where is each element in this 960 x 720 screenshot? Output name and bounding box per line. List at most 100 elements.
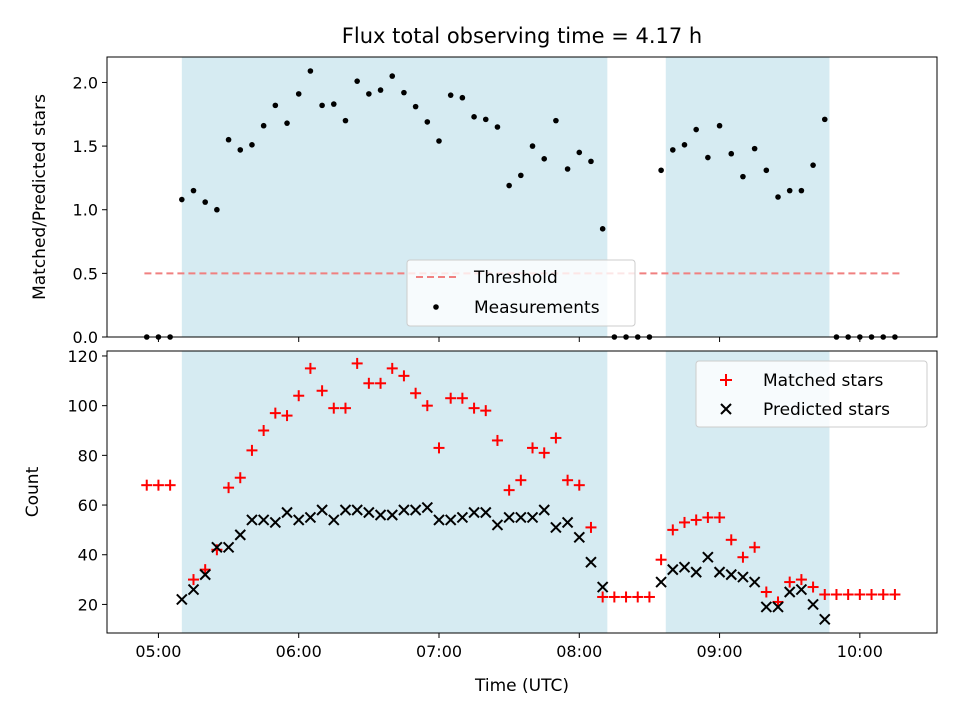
matched-star-point [152, 479, 164, 491]
y-tick-label: 0.5 [73, 264, 98, 283]
marker-stroke [748, 576, 761, 588]
marker-stroke [421, 501, 434, 514]
marker-stroke [526, 511, 539, 524]
measurement-point [716, 122, 723, 129]
marker-stroke [480, 506, 492, 519]
legend-matched-swatch [720, 374, 732, 386]
predicted-star-point [409, 504, 422, 516]
bottom-star-points [141, 357, 901, 626]
top-panel: Flux total observing time = 4.17 h 0.0 0.… [30, 24, 938, 347]
shaded-interval [665, 57, 830, 337]
matched-star-point [421, 400, 433, 412]
marker-stroke [573, 531, 585, 544]
matched-star-point [223, 482, 235, 494]
matched-star-point [667, 524, 679, 536]
measurement-point [354, 78, 360, 84]
matched-star-point [503, 484, 515, 496]
predicted-star-point [246, 514, 258, 526]
y-tick-label: 1.5 [73, 137, 98, 156]
bottom-plot-frame [106, 350, 938, 634]
predicted-star-point [713, 566, 726, 578]
marker-stroke [678, 561, 691, 573]
matched-star-point [456, 392, 468, 404]
predicted-star-point [257, 514, 270, 526]
matched-star-point [328, 402, 340, 414]
matched-star-point [562, 474, 574, 486]
predicted-star-point [783, 586, 796, 598]
y-tick-label: 40 [78, 546, 98, 565]
matched-star-point [445, 392, 457, 404]
predicted-star-point [433, 514, 445, 526]
bottom-legend: Matched stars Predicted stars [695, 360, 928, 428]
x-tick-label: 07:00 [416, 642, 462, 661]
predicted-star-point [421, 501, 434, 514]
matched-star-point [819, 588, 831, 600]
matched-star-point [188, 574, 200, 586]
measurement-point [237, 147, 244, 153]
matched-star-point [386, 362, 398, 374]
top-y-axis-label: Matched/Predicted stars [30, 94, 50, 300]
matched-star-point [527, 442, 539, 454]
measurement-point [319, 102, 325, 109]
marker-stroke [222, 541, 235, 553]
legend-measurements-swatch [433, 304, 439, 310]
matched-star-point [784, 576, 796, 588]
matched-star-point [550, 432, 562, 444]
measurement-point [471, 114, 477, 120]
matched-star-point [141, 479, 153, 491]
y-tick-label: 60 [78, 496, 98, 515]
measurement-point [284, 120, 290, 126]
measurement-point [681, 142, 688, 148]
measurement-point [564, 166, 571, 172]
measurement-point [658, 167, 664, 174]
marker-stroke [398, 504, 410, 516]
marker-stroke [211, 541, 223, 553]
matched-star-point [246, 444, 258, 456]
predicted-star-point [316, 504, 328, 516]
marker-stroke [444, 514, 457, 526]
bottom-x-axis-ticks: 05:00 06:00 07:00 08:00 09:00 10:00 [135, 633, 883, 661]
bottom-shaded-intervals [181, 351, 830, 633]
measurement-point [389, 73, 396, 79]
legend-threshold-label: Threshold [473, 268, 558, 288]
measurement-point [295, 91, 302, 97]
measurement-point [599, 226, 606, 232]
predicted-star-point [398, 504, 410, 516]
legend-matched-label: Matched stars [763, 371, 883, 391]
legend-measurements-label: Measurements [474, 298, 600, 318]
matched-star-point [281, 410, 293, 422]
predicted-star-point [515, 511, 527, 524]
measurement-point [518, 172, 524, 179]
marker-stroke [187, 583, 200, 596]
chart-title: Flux total observing time = 4.17 h [342, 24, 702, 48]
marker-stroke [725, 568, 737, 581]
marker-stroke [386, 509, 398, 521]
x-tick-label: 05:00 [135, 642, 181, 661]
marker-stroke [515, 511, 527, 524]
predicted-star-point [491, 519, 504, 531]
matched-star-point [339, 402, 351, 414]
top-legend-box [406, 259, 636, 327]
matched-star-point [398, 370, 410, 382]
matched-star-point [620, 591, 632, 603]
marker-stroke [550, 521, 562, 534]
measurement-point [447, 92, 454, 98]
measurement-point [763, 167, 770, 174]
measurement-point [775, 194, 781, 200]
marker-stroke [491, 519, 504, 531]
marker-stroke [316, 504, 328, 516]
y-tick-label: 0.0 [73, 328, 98, 347]
predicted-star-point [807, 598, 819, 611]
top-shaded-intervals [181, 57, 830, 337]
measurement-point [728, 150, 735, 157]
marker-stroke [281, 506, 293, 519]
matched-star-point [316, 385, 328, 397]
matched-star-point [480, 405, 492, 417]
x-tick-label: 09:00 [697, 642, 743, 661]
matched-star-point [573, 479, 585, 491]
matched-star-point [714, 511, 726, 523]
matched-star-point [854, 588, 866, 600]
marker-stroke [374, 509, 387, 521]
marker-stroke [433, 514, 445, 526]
predicted-star-point [573, 531, 585, 544]
